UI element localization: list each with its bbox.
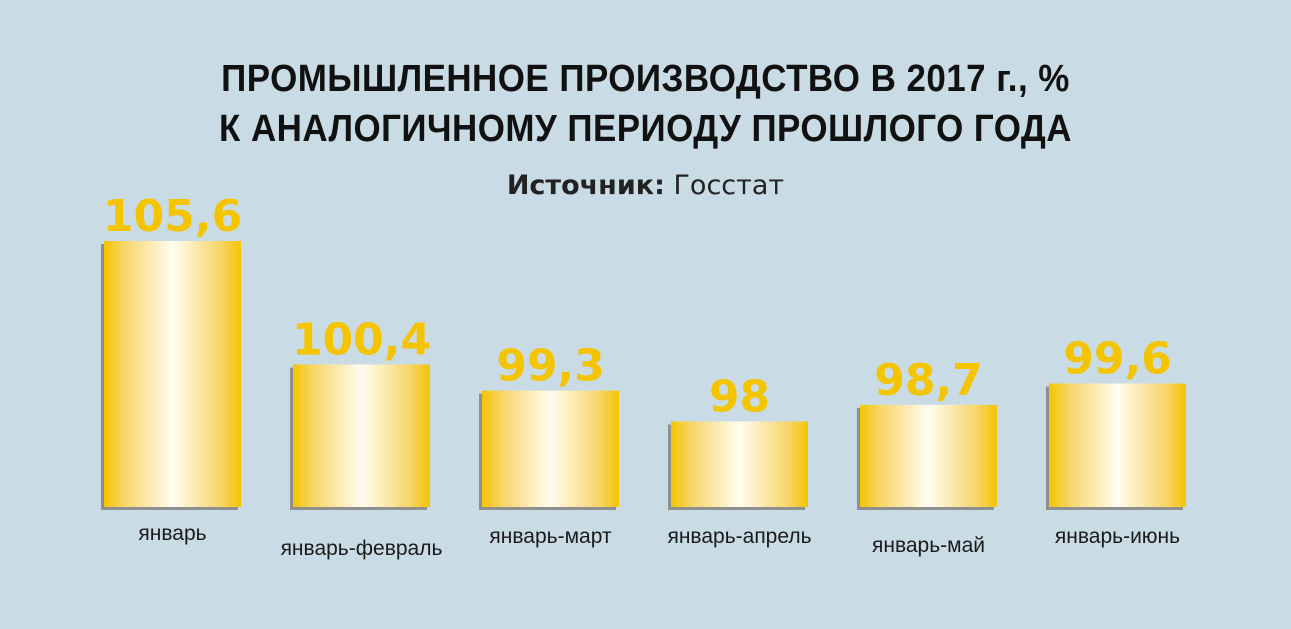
- category-label: январь-июнь: [1055, 525, 1180, 548]
- bar: [482, 390, 619, 507]
- data-label: 100,4: [292, 315, 431, 366]
- chart-title-line-1: ПРОМЫШЛЕННОЕ ПРОИЗВОДСТВО В 2017 г., %: [221, 58, 1070, 100]
- chart-title-line-2: К АНАЛОГИЧНОМУ ПЕРИОДУ ПРОШЛОГО ГОДА: [218, 108, 1072, 150]
- category-label: январь-май: [872, 534, 985, 557]
- bar: [293, 364, 430, 507]
- bar: [104, 241, 241, 507]
- bar: [860, 404, 997, 507]
- bar: [1049, 383, 1186, 507]
- data-label: 98,7: [874, 355, 983, 406]
- category-label: январь-март: [489, 525, 612, 548]
- category-label: январь-апрель: [667, 525, 811, 548]
- source-value: Госстат: [673, 170, 785, 201]
- data-label: 98: [709, 372, 770, 423]
- category-label: январь: [138, 522, 206, 545]
- source-label: Источник:: [506, 170, 665, 201]
- data-label: 99,3: [496, 341, 605, 392]
- source-line: Источник: Госстат: [0, 170, 1291, 201]
- data-label: 99,6: [1063, 334, 1172, 385]
- data-label: 105,6: [103, 191, 242, 242]
- category-label: январь-февраль: [281, 537, 443, 560]
- bar: [671, 421, 808, 507]
